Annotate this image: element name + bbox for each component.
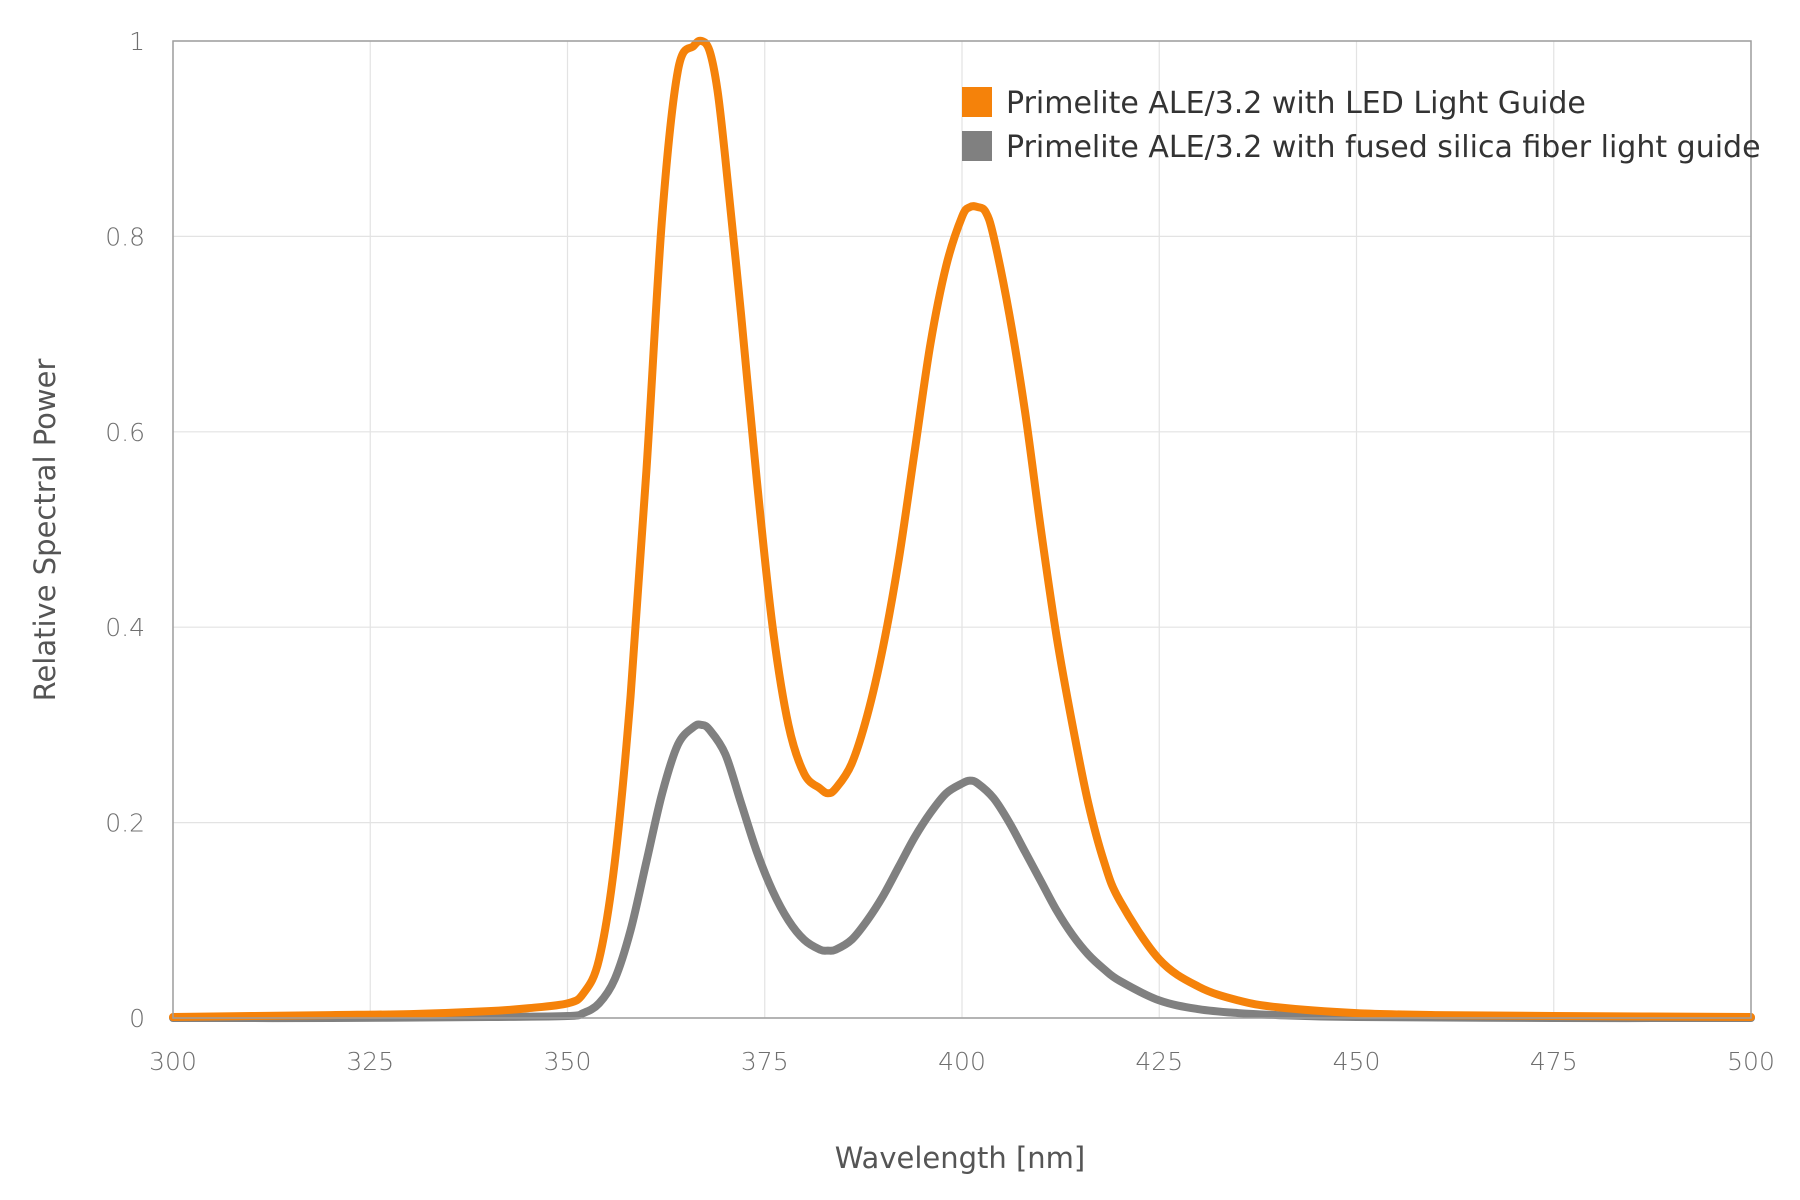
grid-layer [172, 40, 1752, 1019]
tick-labels: 300 325 350 375 400 425 450 475 500 0 0.2 0.4 0.6 0.8… [105, 27, 1775, 1076]
y-axis-title: Relative Spectral Power [28, 359, 62, 702]
x-tick-label: 350 [544, 1047, 592, 1076]
y-tick-label: 0 [129, 1004, 145, 1033]
y-tick-label: 0.2 [105, 809, 145, 838]
y-tick-label: 1 [129, 27, 145, 56]
x-tick-label: 475 [1530, 1047, 1578, 1076]
legend-swatch-led [962, 87, 992, 117]
legend-label-fiber: Primelite ALE/3.2 with fused silica fibe… [1006, 130, 1761, 165]
legend: Primelite ALE/3.2 with LED Light Guide P… [962, 86, 1761, 165]
legend-swatch-fiber [962, 131, 992, 161]
y-tick-label: 0.4 [105, 613, 145, 642]
x-tick-label: 300 [149, 1047, 197, 1076]
y-tick-label: 0.8 [105, 222, 145, 251]
y-tick-label: 0.6 [105, 418, 145, 447]
x-axis-title: Wavelength [nm] [835, 1141, 1086, 1175]
x-tick-label: 500 [1727, 1047, 1775, 1076]
x-tick-label: 450 [1333, 1047, 1381, 1076]
legend-label-led: Primelite ALE/3.2 with LED Light Guide [1006, 86, 1586, 121]
plot-frame [172, 40, 1752, 1019]
x-tick-label: 375 [741, 1047, 789, 1076]
series-led-light-guide [169, 36, 1755, 1022]
x-tick-label: 325 [346, 1047, 394, 1076]
x-tick-label: 400 [938, 1047, 986, 1076]
series-fused-silica-fiber [169, 720, 1755, 1023]
x-tick-label: 425 [1135, 1047, 1183, 1076]
series-layer [169, 36, 1755, 1023]
